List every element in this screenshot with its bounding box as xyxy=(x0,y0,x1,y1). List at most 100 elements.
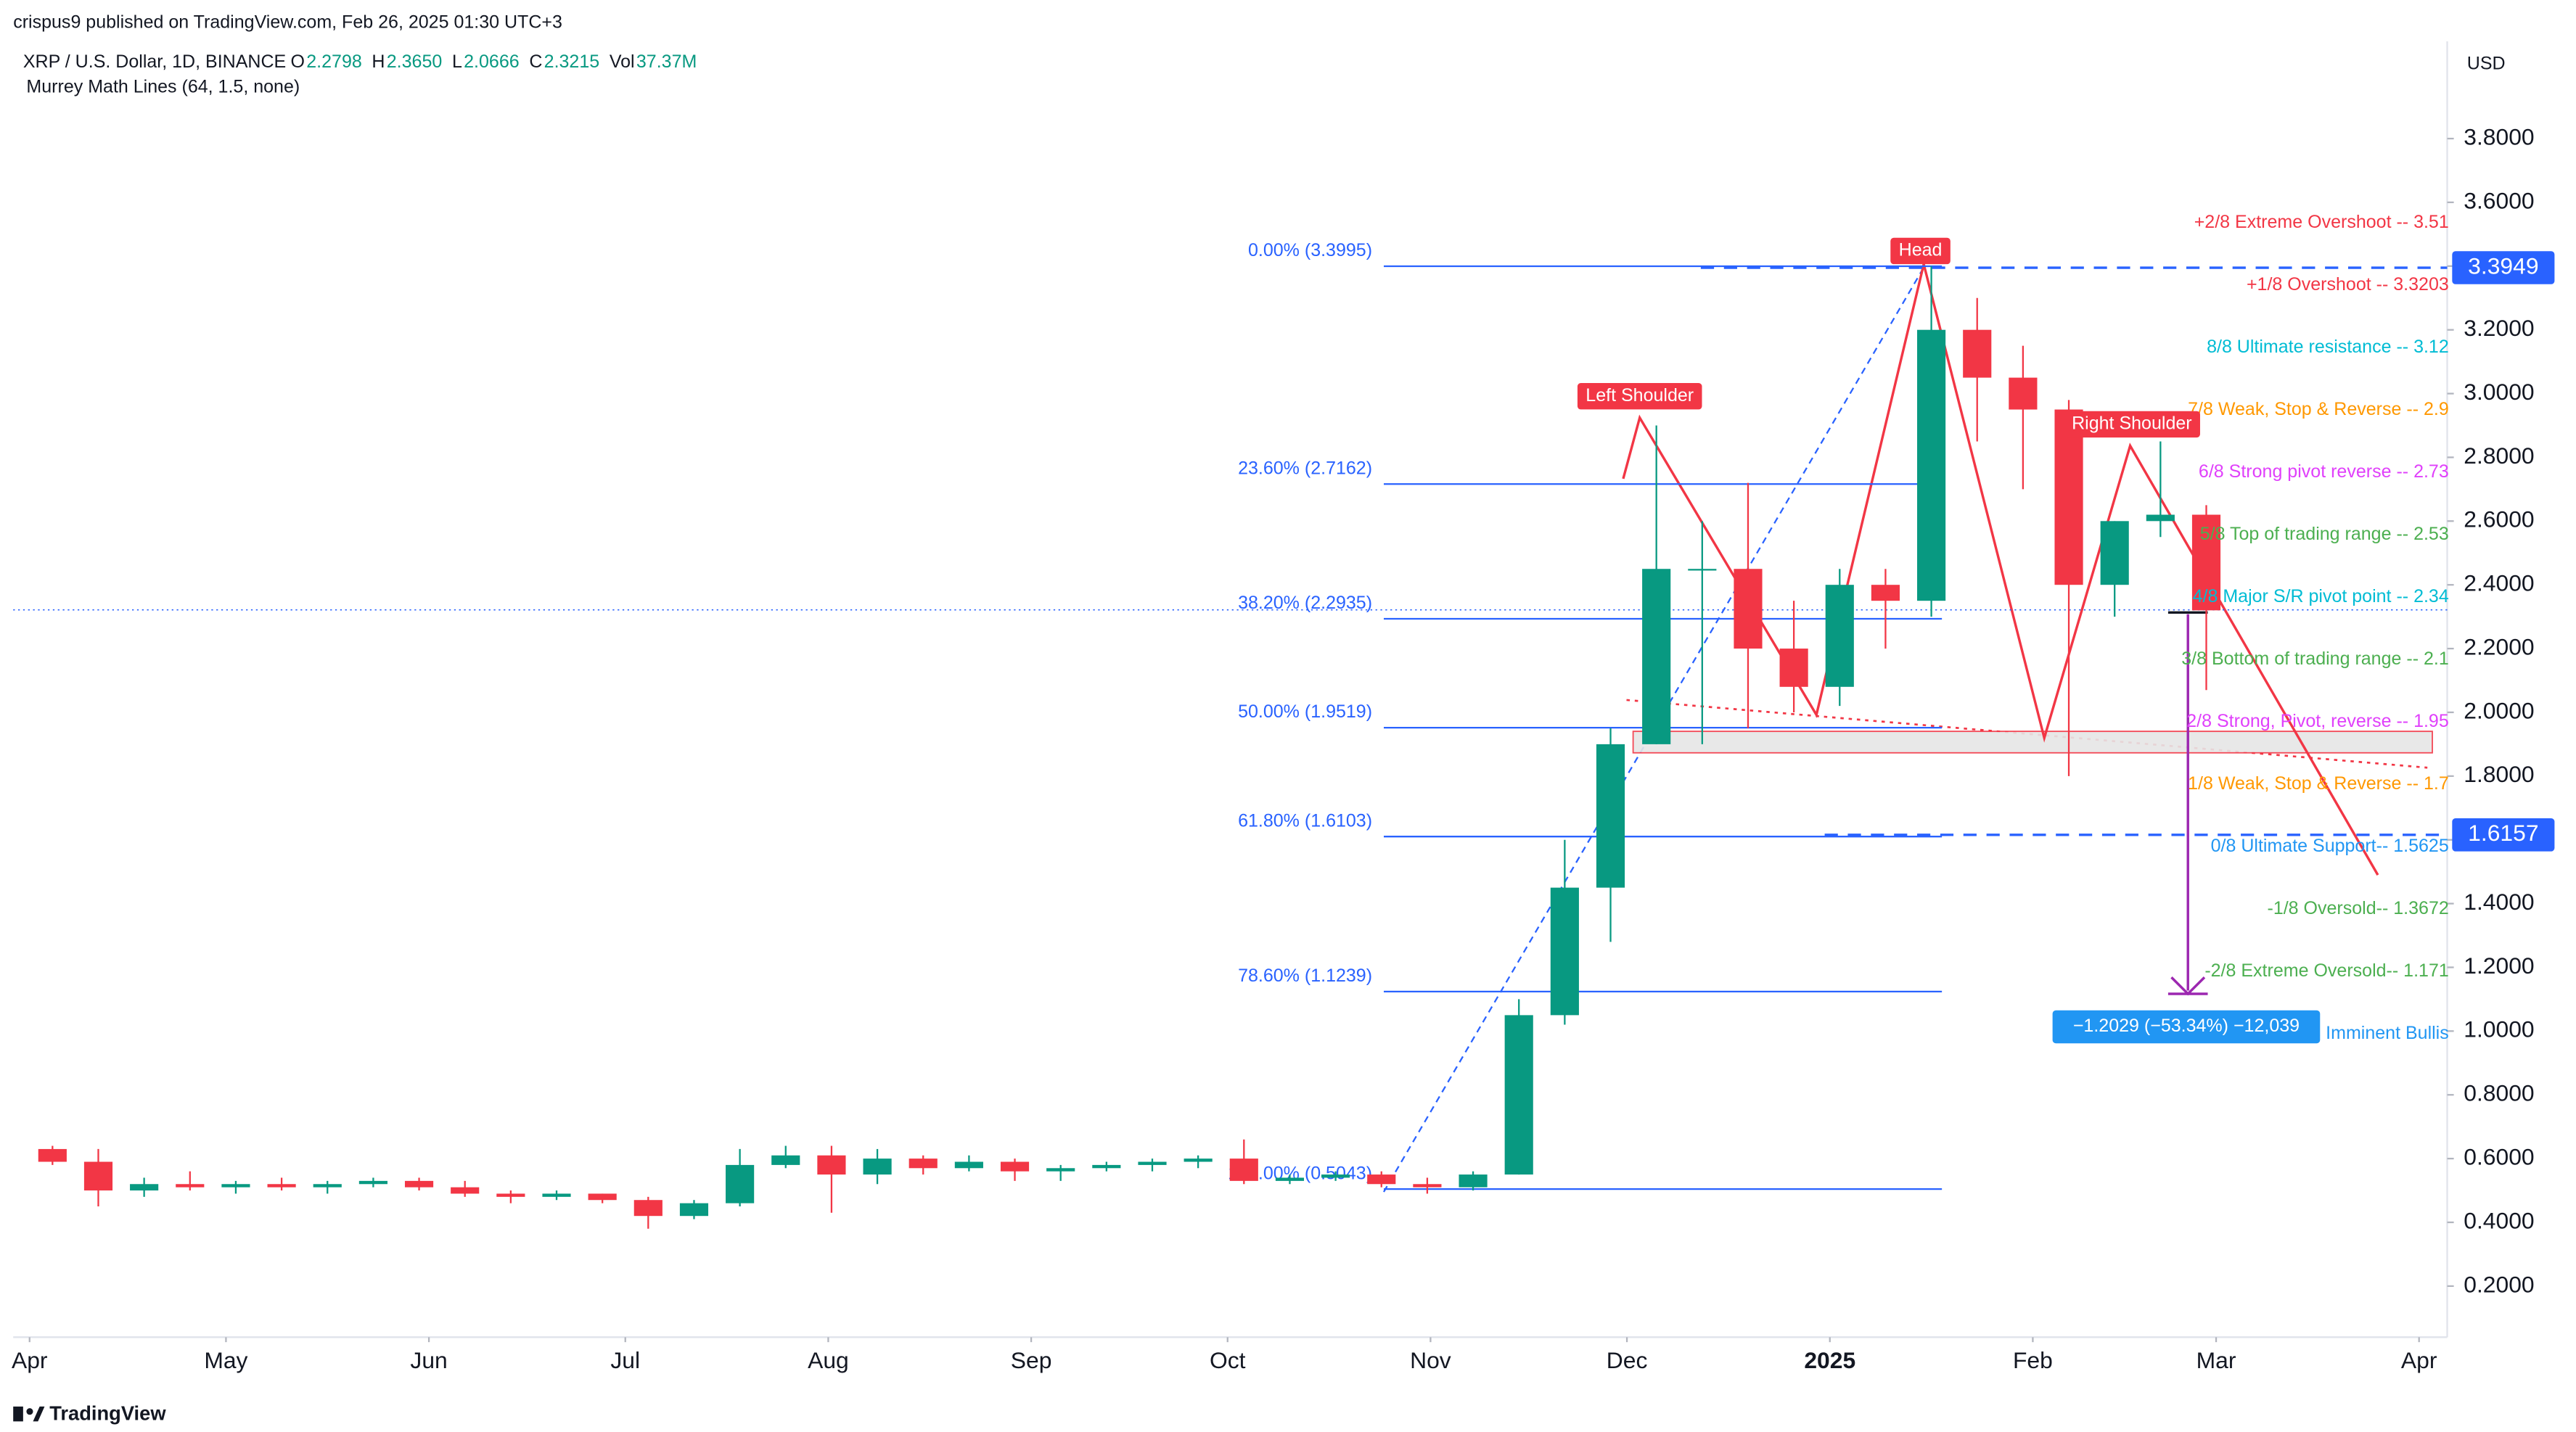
candle-body xyxy=(1000,1161,1030,1172)
candle-body xyxy=(2054,409,2083,585)
murrey-label: 3/8 Bottom of trading range -- 2.1 xyxy=(2181,649,2449,669)
y-tick-label: 0.2000 xyxy=(2464,1271,2534,1297)
candle-body xyxy=(1963,329,1992,378)
candle-body xyxy=(1321,1174,1350,1178)
x-tick-label: Sep xyxy=(1011,1347,1052,1373)
support-zone xyxy=(1632,731,2433,754)
candle-body xyxy=(2100,521,2129,585)
y-tick-label: 0.6000 xyxy=(2464,1144,2534,1170)
candle-body xyxy=(1184,1159,1213,1162)
candle-body xyxy=(1642,569,1671,744)
candle-body xyxy=(1871,585,1900,601)
indicator: Murrey Math Lines (64, 1.5, none) xyxy=(26,76,300,96)
candle-body xyxy=(726,1164,755,1203)
candle-body xyxy=(176,1184,205,1188)
candle-body xyxy=(38,1148,67,1162)
candle-body xyxy=(1229,1159,1258,1181)
measure-label: −1.2029 (−53.34%) −12,039 xyxy=(2073,1016,2300,1036)
candle-body xyxy=(1917,329,1946,601)
candle-body xyxy=(267,1184,296,1188)
x-tick-label: Apr xyxy=(2401,1347,2437,1373)
candle-body xyxy=(496,1193,525,1197)
pattern-label: Left Shoulder xyxy=(1586,385,1694,406)
candle-body xyxy=(1550,887,1579,1016)
candle-body xyxy=(1504,1015,1533,1175)
y-tick-label: 1.2000 xyxy=(2464,952,2534,979)
candle-body xyxy=(1779,649,1808,687)
legend-value: 2.3650 xyxy=(387,52,443,72)
legend-value: 2.3215 xyxy=(544,52,600,72)
logo-mark xyxy=(33,1406,45,1422)
neckline xyxy=(1626,699,2428,769)
pattern-label: Head xyxy=(1899,240,1943,260)
candle-body xyxy=(1367,1174,1396,1185)
candle-body xyxy=(1596,744,1625,888)
candle-body xyxy=(863,1159,892,1175)
legend-value: 2.2798 xyxy=(306,52,362,72)
candle-body xyxy=(1275,1177,1305,1181)
fib-label: 0.00% (3.3995) xyxy=(1248,240,1372,260)
candle-body xyxy=(588,1193,617,1201)
murrey-label: 5/8 Top of trading range -- 2.53 xyxy=(2200,524,2449,544)
y-tick-label: 1.0000 xyxy=(2464,1016,2534,1042)
candle-body xyxy=(954,1161,983,1169)
legend-label: C xyxy=(529,52,542,72)
candle-body xyxy=(771,1155,800,1165)
legend-label: H xyxy=(372,52,385,72)
candle-body xyxy=(451,1187,480,1194)
murrey-label: 2/8 Strong, Pivot, reverse -- 1.95 xyxy=(2186,711,2449,731)
fib-label: 61.80% (1.6103) xyxy=(1238,810,1372,831)
pattern-label: Right Shoulder xyxy=(2072,413,2191,434)
candle-body xyxy=(1046,1168,1075,1172)
candle-body xyxy=(817,1155,846,1175)
candle-body xyxy=(1688,569,1717,571)
y-tick-label: 1.4000 xyxy=(2464,889,2534,915)
y-tick-label: 3.8000 xyxy=(2464,123,2534,149)
fib-label: 78.60% (1.1239) xyxy=(1238,966,1372,986)
y-tick-label: 0.8000 xyxy=(2464,1080,2534,1106)
legend-value: 2.0666 xyxy=(464,52,520,72)
candle-body xyxy=(221,1184,250,1188)
candle-body xyxy=(1734,569,1763,649)
y-tick-label: 2.4000 xyxy=(2464,570,2534,596)
x-tick-label: Oct xyxy=(1210,1347,1246,1373)
x-tick-label: Feb xyxy=(2013,1347,2053,1373)
candle-body xyxy=(1825,585,1854,687)
y-tick-label: 1.8000 xyxy=(2464,761,2534,787)
x-tick-label: Apr xyxy=(12,1347,48,1373)
candle-body xyxy=(542,1193,571,1197)
y-tick-label: 2.8000 xyxy=(2464,443,2534,469)
y-tick-label: 3.2000 xyxy=(2464,315,2534,341)
candle-body xyxy=(633,1200,663,1217)
candle-body xyxy=(313,1184,342,1188)
price-badge xyxy=(2452,251,2555,284)
candle-body xyxy=(404,1180,434,1188)
murrey-label: -1/8 Oversold-- 1.3672 xyxy=(2267,898,2448,918)
legend-label: L xyxy=(452,52,462,72)
candle-body xyxy=(130,1184,159,1191)
murrey-label: 8/8 Ultimate resistance -- 3.12 xyxy=(2207,337,2449,357)
candle-body xyxy=(358,1180,387,1185)
x-tick-label: Jul xyxy=(610,1347,640,1373)
fib-label: 50.00% (1.9519) xyxy=(1238,701,1372,722)
footer-brand: TradingView xyxy=(49,1402,166,1424)
y-tick-label: 2.0000 xyxy=(2464,697,2534,723)
candle-body xyxy=(2009,377,2038,410)
candle-body xyxy=(1413,1184,1442,1188)
x-tick-label: Aug xyxy=(808,1347,849,1373)
chart-layer: O 2.2798 H 2.3650 L 2.0666 C 2.3215 Vol 37.37M 0.2… xyxy=(12,52,2555,1373)
y-tick-label: 2.6000 xyxy=(2464,506,2534,532)
price-badge-label: 1.6157 xyxy=(2468,820,2538,846)
fib-label: 38.20% (2.2935) xyxy=(1238,593,1372,613)
x-tick-label: Mar xyxy=(2196,1347,2236,1373)
legend-value: 37.37M xyxy=(636,52,697,72)
x-tick-label: 2025 xyxy=(1804,1347,1855,1373)
x-tick-label: Dec xyxy=(1607,1347,1648,1373)
fib-label: 23.60% (2.7162) xyxy=(1238,458,1372,478)
candle-body xyxy=(2146,514,2175,522)
candle-body xyxy=(2191,514,2221,611)
y-tick-label: 0.4000 xyxy=(2464,1207,2534,1233)
murrey-label: 0/8 Ultimate Support-- 1.5625 xyxy=(2211,836,2449,856)
